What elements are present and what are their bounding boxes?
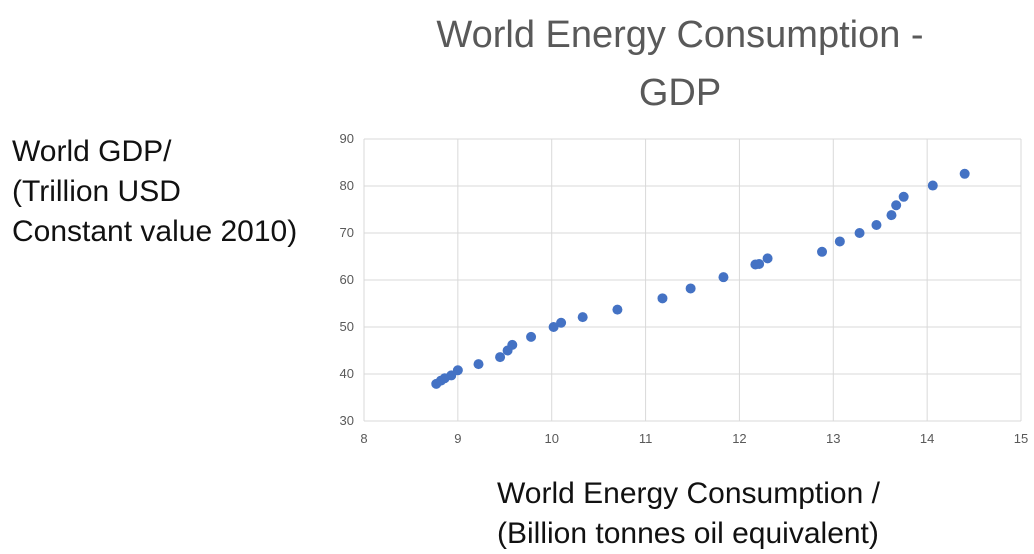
- data-point: [718, 272, 729, 283]
- y-tick-label: 90: [340, 131, 354, 146]
- data-point: [886, 210, 897, 221]
- data-points: [431, 168, 970, 389]
- y-tick-label: 80: [340, 178, 354, 193]
- y-tick-label: 40: [340, 366, 354, 381]
- data-point: [817, 246, 828, 257]
- data-point: [548, 322, 559, 332]
- x-tick-label: 13: [826, 431, 840, 446]
- y-axis-label-line-1: World GDP/: [12, 135, 172, 168]
- x-tick-label: 10: [544, 431, 558, 446]
- x-tick-label: 9: [454, 431, 461, 446]
- data-point: [834, 236, 845, 247]
- y-tick-label: 50: [340, 319, 354, 334]
- data-point: [898, 191, 909, 202]
- data-point: [754, 259, 765, 270]
- data-point: [495, 352, 506, 363]
- data-point: [871, 220, 882, 231]
- y-axis-label-line-2: (Trillion USD: [12, 175, 181, 208]
- data-point: [473, 359, 484, 370]
- x-tick-label: 15: [1014, 431, 1028, 446]
- data-point: [657, 293, 668, 304]
- data-point: [612, 304, 623, 315]
- y-tick-label: 70: [340, 225, 354, 240]
- data-point: [507, 339, 518, 350]
- data-point: [959, 168, 970, 179]
- data-point: [577, 312, 588, 323]
- data-point: [762, 253, 773, 264]
- gridlines: [363, 138, 1022, 422]
- y-axis-label-line-3: Constant value 2010): [12, 215, 298, 248]
- data-point: [854, 228, 865, 238]
- data-point: [927, 180, 938, 191]
- x-tick-label: 8: [360, 431, 367, 446]
- x-tick-label: 14: [920, 431, 934, 446]
- x-axis-label-line-1: World Energy Consumption /: [497, 477, 880, 510]
- data-point: [891, 200, 902, 211]
- data-point: [526, 331, 537, 342]
- chart-title-line-1: World Energy Consumption -: [436, 14, 924, 56]
- data-point: [685, 283, 696, 294]
- y-axis-label: World GDP/ (Trillion USD Constant value …: [12, 132, 297, 252]
- x-axis-label: World Energy Consumption / (Billion tonn…: [497, 474, 880, 554]
- chart-title-line-2: GDP: [638, 72, 722, 114]
- y-tick-label: 30: [340, 413, 354, 428]
- data-point: [556, 317, 567, 328]
- tick-labels: 30 40 50 60 70 80 90 8 9 10 11 12 13 14 15: [340, 131, 1029, 446]
- x-axis-label-line-2: (Billion tonnes oil equivalent): [497, 517, 879, 550]
- x-tick-label: 11: [639, 431, 653, 446]
- x-tick-label: 12: [732, 431, 746, 446]
- data-point: [452, 365, 463, 376]
- y-tick-label: 60: [340, 272, 354, 287]
